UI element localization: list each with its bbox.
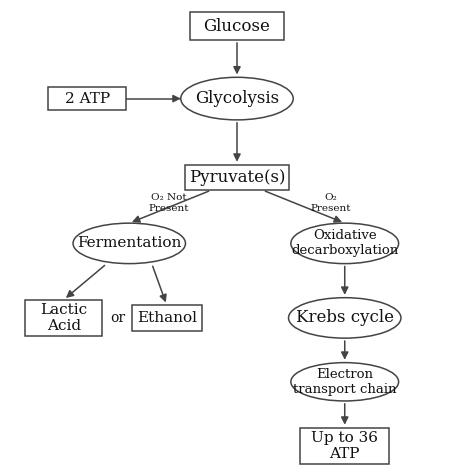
Text: Fermentation: Fermentation (77, 237, 182, 250)
Text: Krebs cycle: Krebs cycle (296, 310, 394, 327)
Text: Glycolysis: Glycolysis (195, 90, 279, 107)
Text: 2 ATP: 2 ATP (64, 91, 109, 106)
FancyBboxPatch shape (48, 87, 126, 110)
Text: O₂
Present: O₂ Present (310, 193, 351, 213)
Text: or: or (110, 311, 125, 325)
Ellipse shape (291, 363, 399, 401)
FancyBboxPatch shape (300, 428, 389, 464)
Text: Pyruvate(s): Pyruvate(s) (189, 169, 285, 186)
Text: Oxidative
decarboxylation: Oxidative decarboxylation (291, 229, 398, 257)
Text: Glucose: Glucose (203, 18, 271, 35)
Ellipse shape (181, 77, 293, 120)
Text: Electron
transport chain: Electron transport chain (293, 368, 396, 396)
FancyBboxPatch shape (132, 305, 202, 331)
Ellipse shape (73, 223, 185, 264)
FancyBboxPatch shape (190, 12, 284, 40)
Text: Lactic
Acid: Lactic Acid (40, 303, 87, 333)
Text: O₂ Not
Present: O₂ Not Present (149, 193, 189, 213)
Ellipse shape (291, 223, 399, 264)
FancyBboxPatch shape (185, 164, 289, 190)
Ellipse shape (289, 298, 401, 338)
Text: Up to 36
ATP: Up to 36 ATP (311, 430, 378, 461)
Text: Ethanol: Ethanol (137, 311, 197, 325)
FancyBboxPatch shape (25, 300, 102, 336)
